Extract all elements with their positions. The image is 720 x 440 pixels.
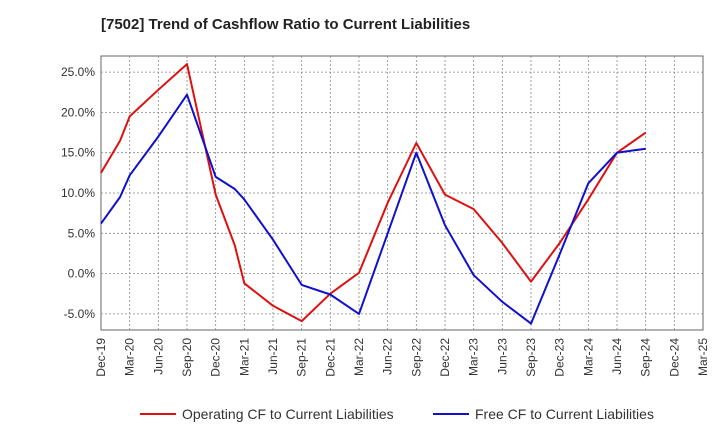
x-tick-label: Dec-23: [553, 338, 567, 377]
y-tick-label: 25.0%: [61, 65, 95, 79]
x-tick-label: Mar-20: [123, 338, 137, 376]
x-tick-label: Dec-22: [438, 338, 452, 377]
legend: Operating CF to Current Liabilities Free …: [140, 406, 654, 422]
x-tick-label: Sep-22: [409, 338, 423, 377]
x-tick-label: Jun-21: [266, 338, 280, 375]
x-tick-label: Dec-19: [94, 338, 108, 377]
x-tick-label: Mar-23: [467, 338, 481, 376]
y-tick-label: 5.0%: [68, 226, 96, 240]
x-tick-label: Jun-23: [495, 338, 509, 375]
x-tick-label: Mar-24: [581, 338, 595, 376]
x-tick-label: Jun-20: [151, 338, 165, 375]
x-tick-label: Sep-24: [639, 338, 653, 377]
y-tick-label: 0.0%: [68, 267, 96, 281]
x-tick-label: Jun-24: [610, 338, 624, 375]
x-tick-label: Dec-21: [323, 338, 337, 377]
series-lines: [100, 63, 647, 325]
y-tick-label: 10.0%: [61, 186, 95, 200]
x-tick-label: Mar-25: [696, 338, 710, 376]
x-tick-label: Sep-21: [295, 338, 309, 377]
x-tick-label: Jun-22: [381, 338, 395, 375]
chart-title: [7502] Trend of Cashflow Ratio to Curren…: [101, 16, 471, 33]
y-tick-label: 15.0%: [61, 146, 95, 160]
x-tick-label: Mar-21: [237, 338, 251, 376]
series-line-2: [100, 93, 646, 325]
x-tick-label: Sep-20: [180, 338, 194, 377]
x-tick-label: Dec-20: [209, 338, 223, 377]
legend-label: Free CF to Current Liabilities: [475, 406, 654, 422]
series-line-1: [100, 63, 647, 323]
x-tick-label: Dec-24: [667, 338, 681, 377]
axes: -5.0% 0.0% 5.0% 10.0% 15.0% 20.0% 25.0% Dec-19 M…: [61, 65, 710, 377]
y-tick-label: 20.0%: [61, 105, 95, 119]
x-tick-label: Mar-22: [352, 338, 366, 376]
y-tick-label: -5.0%: [64, 307, 96, 321]
x-tick-label: Sep-23: [524, 338, 538, 377]
legend-label: Operating CF to Current Liabilities: [182, 406, 394, 422]
